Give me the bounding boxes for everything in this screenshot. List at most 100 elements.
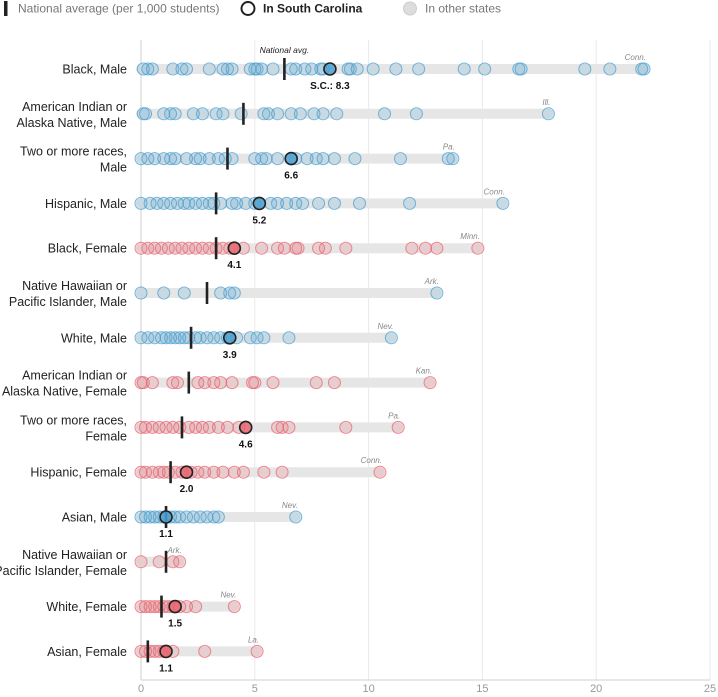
state-point	[291, 241, 305, 255]
state-point	[393, 152, 407, 166]
state-point	[145, 376, 159, 390]
state-point	[541, 107, 555, 121]
south-carolina-point	[159, 644, 173, 659]
state-point	[211, 152, 225, 166]
row-label: Asian, Male	[62, 511, 127, 525]
south-carolina-value-label: 6.6	[284, 171, 298, 182]
south-carolina-point	[227, 241, 242, 255]
south-carolina-point	[284, 151, 299, 166]
row-label: White, Male	[61, 331, 127, 345]
state-point	[145, 420, 159, 434]
state-point	[478, 62, 492, 76]
state-point	[312, 196, 326, 210]
state-point	[159, 420, 173, 434]
state-point	[157, 107, 171, 121]
row-label: Female	[85, 429, 127, 443]
state-point	[343, 62, 357, 76]
row-label: American Indian or	[22, 100, 127, 114]
state-point	[193, 152, 207, 166]
chart-row: Asian, Female La. 1.1	[47, 635, 264, 674]
state-point	[271, 241, 285, 255]
state-point	[327, 376, 341, 390]
state-point	[409, 107, 423, 121]
state-point	[148, 241, 162, 255]
state-point	[198, 644, 212, 658]
state-point	[173, 555, 187, 569]
x-tick-label: 5	[252, 683, 258, 695]
chart-row: Two or more races, Female Pa. 4.6	[20, 411, 405, 450]
state-point	[289, 196, 303, 210]
state-point	[430, 286, 444, 300]
state-point	[257, 331, 271, 345]
state-point	[316, 152, 330, 166]
south-carolina-value-label: 1.1	[159, 663, 173, 674]
state-point	[170, 196, 184, 210]
state-point	[214, 286, 228, 300]
max-state-label: Nev.	[282, 501, 298, 510]
state-point	[191, 376, 205, 390]
state-point	[277, 241, 291, 255]
national-average-label: National avg.	[260, 45, 310, 55]
state-point	[211, 420, 225, 434]
state-point	[225, 152, 239, 166]
state-point	[214, 196, 228, 210]
south-carolina-value-label: 4.1	[227, 260, 241, 271]
state-point	[293, 107, 307, 121]
state-point	[271, 196, 285, 210]
state-point	[250, 62, 264, 76]
state-point	[255, 62, 269, 76]
state-point	[139, 600, 153, 614]
state-point	[134, 600, 148, 614]
state-point	[296, 196, 310, 210]
south-carolina-point	[159, 510, 173, 524]
state-point	[168, 152, 182, 166]
state-point	[168, 107, 182, 121]
state-point	[280, 196, 294, 210]
max-state-label: Kan.	[416, 367, 432, 376]
state-point	[412, 62, 426, 76]
state-point	[164, 107, 178, 121]
state-point	[157, 152, 171, 166]
state-point	[471, 241, 485, 255]
state-point	[225, 376, 239, 390]
row-label: Black, Male	[62, 63, 127, 77]
state-point	[289, 62, 303, 76]
row-label: Male	[100, 161, 127, 175]
chart-row: Black, Female Minn. 4.1	[48, 232, 485, 271]
state-point	[514, 62, 528, 76]
south-carolina-value-label: 1.5	[168, 619, 182, 630]
x-tick-label: 15	[476, 683, 488, 695]
state-point	[225, 196, 239, 210]
state-point	[350, 62, 364, 76]
south-carolina-point	[222, 330, 237, 345]
x-tick-label: 0	[138, 683, 144, 695]
state-point	[164, 331, 178, 345]
max-state-label: Ark.	[166, 546, 181, 555]
x-tick-label: 25	[704, 683, 716, 695]
chart-row: American Indian or Alaska Native, Male Ill…	[17, 98, 555, 130]
state-point	[198, 376, 212, 390]
legend-south-carolina: In South Carolina	[263, 2, 363, 16]
state-point	[384, 331, 398, 345]
chart-row: Hispanic, Male Conn. 5.2	[45, 187, 510, 226]
state-point	[207, 376, 221, 390]
state-point	[166, 420, 180, 434]
south-carolina-value-label: 2.0	[180, 484, 194, 495]
state-point	[403, 196, 417, 210]
south-carolina-value-label: S.C.: 8.3	[310, 81, 350, 92]
state-point	[284, 107, 298, 121]
state-point	[177, 196, 191, 210]
state-point	[250, 644, 264, 658]
state-point	[312, 241, 326, 255]
state-point	[275, 420, 289, 434]
chart-row: Hispanic, Female Conn. 2.0	[30, 456, 387, 495]
state-point	[327, 196, 341, 210]
south-carolina-point	[252, 196, 267, 211]
state-point	[637, 62, 651, 76]
state-point	[134, 196, 148, 210]
state-point	[248, 376, 262, 390]
state-point	[139, 107, 153, 121]
state-point	[298, 62, 312, 76]
state-point	[282, 331, 296, 345]
